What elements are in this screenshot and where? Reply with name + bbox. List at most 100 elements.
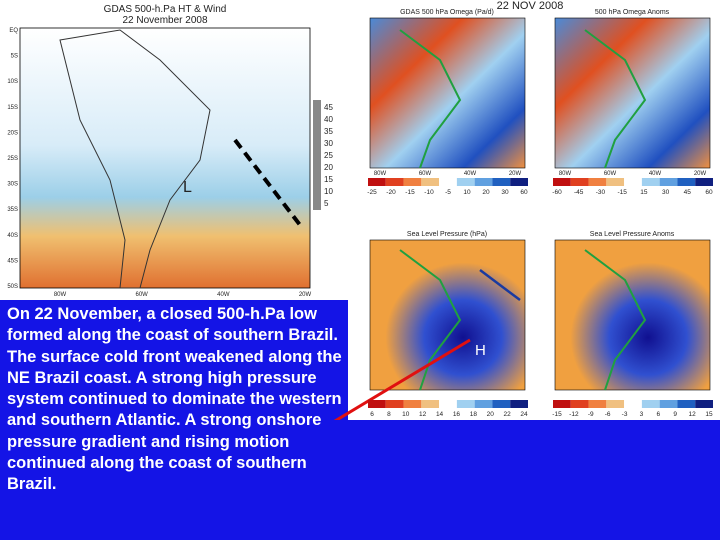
colorbar-label: 30 [662, 189, 670, 196]
colorbar-label: -45 [574, 189, 584, 196]
lon-label: 40W [217, 292, 230, 298]
colorbar-label: 20 [324, 163, 333, 172]
colorbar-label: 6 [657, 411, 661, 418]
colorbar-label: -15 [617, 189, 627, 196]
front [233, 138, 302, 227]
lat-label: 15S [7, 105, 18, 111]
colorbar-swatch [624, 178, 642, 186]
colorbar-swatch [553, 400, 571, 408]
lon-label: 80W [374, 171, 387, 177]
lon-label: 60W [604, 171, 617, 177]
colorbar-swatch [606, 178, 625, 186]
low-label: L [183, 179, 192, 196]
left-map [19, 27, 311, 289]
colorbar-label: 10 [402, 411, 410, 418]
lon-label: 60W [135, 292, 148, 298]
colorbar-label: 5 [324, 199, 329, 208]
caption: On 22 November, a closed 500-h.Pa low fo… [7, 305, 342, 494]
colorbar-label: 15 [324, 175, 333, 184]
colorbar-swatch [624, 400, 642, 408]
lon-label: 80W [54, 292, 67, 298]
colorbar-label: 30 [501, 189, 509, 196]
panel-title: 500 hPa Omega Anoms [595, 9, 670, 16]
colorbar-swatch [439, 400, 457, 408]
colorbar-label: -60 [552, 189, 562, 196]
colorbar-swatch [385, 400, 404, 408]
colorbar-label: -9 [588, 411, 594, 418]
lat-label: 45S [7, 258, 18, 264]
colorbar-label: 15 [705, 411, 713, 418]
colorbar-label: 12 [419, 411, 427, 418]
colorbar-label: 24 [520, 411, 528, 418]
colorbar-swatch [368, 178, 386, 186]
colorbar-label: -10 [424, 189, 434, 196]
colorbar [313, 100, 321, 210]
colorbar-label: 40 [324, 115, 333, 124]
lat-label: 25S [7, 156, 18, 162]
colorbar-swatch [474, 178, 493, 186]
pointer-line [333, 338, 471, 420]
colorbar-label: 3 [640, 411, 644, 418]
panel-maps [369, 17, 711, 391]
colorbar-label: -5 [445, 189, 451, 196]
colorbar-swatch [677, 400, 696, 408]
colorbar-label: -6 [605, 411, 611, 418]
colorbar-label: -20 [386, 189, 396, 196]
lon-label: 20W [509, 171, 522, 177]
colorbar-label: 60 [520, 189, 528, 196]
colorbar-swatch [510, 178, 528, 186]
colorbar-swatch [492, 400, 511, 408]
lat-label: 5S [11, 54, 18, 60]
colorbar-label: -25 [367, 189, 377, 196]
colorbar-swatch [456, 400, 475, 408]
colorbar-swatch [659, 178, 678, 186]
panel-title: GDAS 500 hPa Omega (Pa/d) [400, 9, 494, 16]
colorbar-swatch [439, 178, 457, 186]
lon-label: 60W [419, 171, 432, 177]
colorbar-swatch [570, 400, 589, 408]
colorbar-swatch [641, 178, 660, 186]
colorbar-swatch [474, 400, 493, 408]
colorbar-label: 45 [324, 103, 333, 112]
lat-label: 40S [7, 233, 18, 239]
colorbar-swatch [641, 400, 660, 408]
colorbar-label: -15 [405, 189, 415, 196]
colorbar-label: 60 [705, 189, 713, 196]
colorbar-swatch [695, 400, 713, 408]
colorbar-swatch [553, 178, 571, 186]
colorbar-label: -12 [569, 411, 579, 418]
colorbar-label: 20 [482, 189, 490, 196]
lon-label: 40W [464, 171, 477, 177]
colorbar-swatch [695, 178, 713, 186]
colorbar-swatch [570, 178, 589, 186]
lat-label: 35S [7, 207, 18, 213]
colorbar-label: 25 [324, 151, 333, 160]
lat-label: EQ [9, 28, 18, 34]
colorbar-label: 35 [324, 127, 333, 136]
colorbar-label: 6 [370, 411, 374, 418]
high-label: H [475, 342, 486, 359]
colorbar-label: 9 [673, 411, 677, 418]
colorbar-label: 16 [453, 411, 461, 418]
lon-label: 20W [694, 171, 707, 177]
colorbar-label: 20 [487, 411, 495, 418]
colorbar-label: 15 [640, 189, 648, 196]
colorbar-swatch [588, 400, 607, 408]
map-date: 22 November 2008 [122, 15, 207, 26]
colorbar-label: -30 [596, 189, 606, 196]
colorbar-swatch [510, 400, 528, 408]
coastline [59, 29, 211, 289]
panel-title: Sea Level Pressure (hPa) [407, 231, 487, 238]
lat-label: 20S [7, 130, 18, 136]
date-stamp: 22 NOV 2008 [497, 0, 564, 12]
lon-label: 40W [649, 171, 662, 177]
colorbar-swatch [492, 178, 511, 186]
colorbar-swatch [677, 178, 696, 186]
colorbar-label: 8 [387, 411, 391, 418]
colorbar-label: 22 [503, 411, 511, 418]
colorbar-label: 12 [688, 411, 696, 418]
panel-title: Sea Level Pressure Anoms [590, 231, 675, 238]
colorbar-swatch [403, 178, 422, 186]
